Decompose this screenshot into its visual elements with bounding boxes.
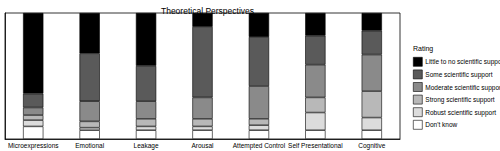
svg-text:Arousal: Arousal	[191, 142, 214, 149]
svg-text:Theoretical Perspectives: Theoretical Perspectives	[161, 6, 254, 16]
svg-text:Little to no scientific suppor: Little to no scientific support	[425, 58, 500, 66]
svg-text:Microexpressions: Microexpressions	[8, 142, 59, 150]
svg-text:Moderate scientific support: Moderate scientific support	[425, 84, 500, 92]
svg-text:Don't know: Don't know	[425, 121, 457, 128]
svg-text:Self Presentational: Self Presentational	[288, 142, 343, 149]
svg-text:Leakage: Leakage	[134, 142, 159, 150]
svg-text:Cognitive: Cognitive	[358, 142, 385, 150]
svg-text:Emotional: Emotional	[75, 142, 104, 149]
svg-text:Some scientific support: Some scientific support	[425, 71, 492, 79]
svg-text:Attempted Control: Attempted Control	[233, 142, 286, 150]
svg-text:Robust scientific support: Robust scientific support	[425, 109, 496, 117]
svg-text:Rating: Rating	[413, 45, 433, 53]
svg-text:Strong scientific support: Strong scientific support	[425, 96, 495, 104]
